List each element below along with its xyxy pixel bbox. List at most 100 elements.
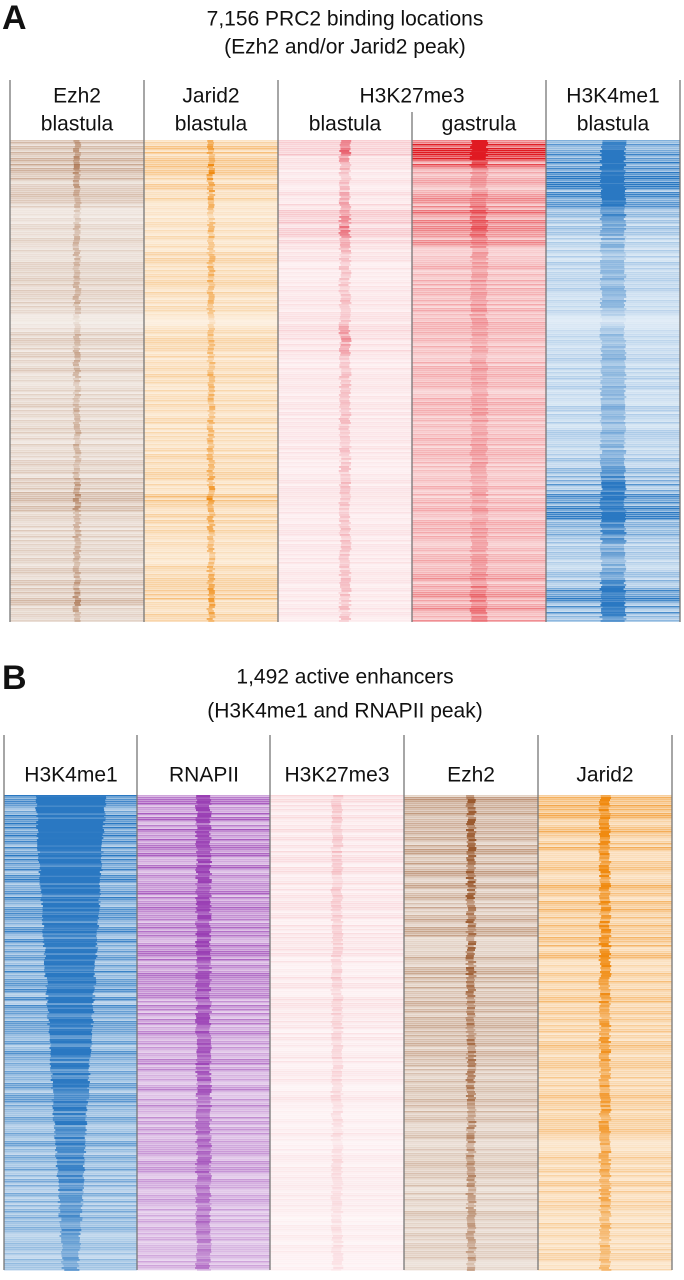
heatmap-peak [339,174,350,176]
heatmap-row [10,416,144,418]
heatmap-peak [74,186,81,188]
heatmap-row [404,915,538,917]
heatmap-peak [75,376,82,378]
heatmap-row [270,937,404,939]
heatmap-row [278,228,412,230]
column-label: H3K27me3 [359,85,464,108]
heatmap-peak [209,344,216,346]
heatmap-peak [333,933,344,935]
heatmap-row [270,1073,404,1075]
heatmap-peak [73,492,80,494]
heatmap-peak [208,586,215,588]
heatmap-peak [602,188,627,190]
heatmap-row [404,931,538,933]
heatmap-peak [466,1179,475,1181]
heatmap-peak [207,144,214,146]
heatmap-peak [471,192,488,194]
heatmap-peak [338,524,349,526]
heatmap-peak [340,498,351,500]
heatmap-row [538,1255,672,1257]
heatmap-peak [196,1183,211,1185]
heatmap-row [270,985,404,987]
heatmap-peak [331,865,342,867]
heatmap-peak [602,496,627,498]
heatmap-row [144,360,278,362]
heatmap-row [412,500,546,502]
heatmap-row [270,1077,404,1079]
heatmap-peak [331,1231,342,1233]
heatmap-peak [333,845,344,847]
heatmap-peak [466,1035,475,1037]
heatmap-peak [601,590,626,592]
heatmap-row [137,1099,270,1101]
heatmap-peak [599,330,624,332]
heatmap-row [412,178,546,180]
heatmap-peak [601,480,626,482]
heatmap-row [278,320,412,322]
heatmap-peak [468,933,477,935]
heatmap-peak [466,865,475,867]
heatmap-row [144,294,278,296]
heatmap-peak [73,566,80,568]
heatmap-peak [208,328,215,330]
heatmap-peak [600,230,625,232]
heatmap-row [10,358,144,360]
heatmap-peak [340,614,351,616]
heatmap-row [10,312,144,314]
heatmap-row [404,1263,538,1265]
heatmap-peak [339,212,350,214]
heatmap-row [270,879,404,881]
heatmap-peak [61,1241,80,1243]
heatmap-peak [466,1159,475,1161]
heatmap-peak [332,1235,343,1237]
heatmap-row [144,596,278,598]
heatmap-row [144,356,278,358]
heatmap-peak [333,947,344,949]
heatmap-peak [331,1075,342,1077]
heatmap-row [10,610,144,612]
heatmap-peak [196,1109,211,1111]
heatmap-row [412,336,546,338]
heatmap-peak [340,316,351,318]
heatmap-row [144,460,278,462]
heatmap-row [278,198,412,200]
heatmap-peak [468,1259,477,1261]
heatmap-row [10,326,144,328]
heatmap-row [4,1259,137,1261]
heatmap-row [412,566,546,568]
heatmap-row [546,232,680,234]
heatmap-peak [50,1069,89,1071]
heatmap-row [270,955,404,957]
heatmap-row [404,1089,538,1091]
heatmap-row [144,346,278,348]
heatmap-row [10,542,144,544]
heatmap-peak [75,600,82,602]
heatmap-peak [600,272,625,274]
heatmap-peak [196,1235,211,1237]
heatmap-peak [207,336,214,338]
heatmap-peak [55,1129,87,1131]
heatmap-row [10,330,144,332]
heatmap-peak [42,907,100,909]
heatmap-row [270,1179,404,1181]
heatmap-peak [599,234,624,236]
heatmap-peak [206,608,213,610]
heatmap-peak [465,883,474,885]
heatmap-row [144,330,278,332]
heatmap-row [278,408,412,410]
heatmap-peak [341,604,352,606]
heatmap-peak [208,486,215,488]
heatmap-row [546,274,680,276]
heatmap-row [278,548,412,550]
heatmap-peak [465,1031,474,1033]
heatmap-row [10,394,144,396]
heatmap-peak [208,278,215,280]
heatmap-peak [339,162,350,164]
heatmap-peak [466,939,475,941]
heatmap-peak [331,991,342,993]
heatmap-peak [56,1175,83,1177]
heatmap-peak [196,1039,211,1041]
heatmap-peak [340,274,351,276]
heatmap-peak [468,855,477,857]
heatmap-peak [197,1055,212,1057]
